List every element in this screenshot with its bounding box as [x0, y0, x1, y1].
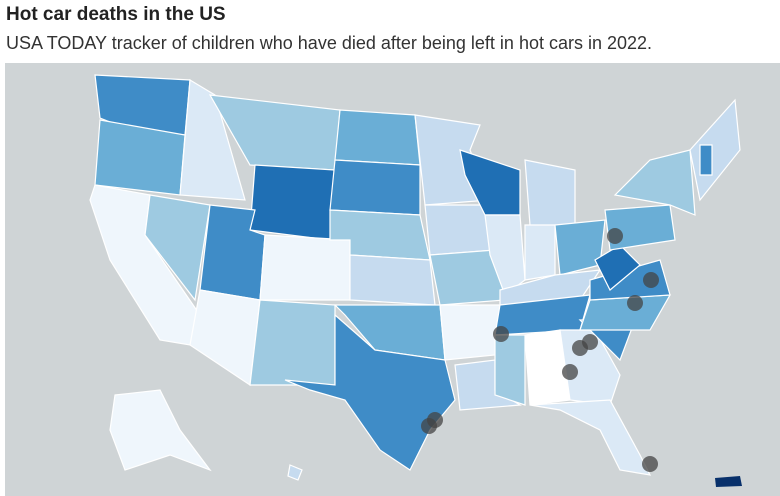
incident-dot: [607, 228, 623, 244]
incident-dot: [642, 456, 658, 472]
state: [613, 149, 696, 216]
state: [284, 313, 456, 471]
state: [494, 334, 526, 406]
incident-dot: [627, 295, 643, 311]
state: [249, 299, 336, 386]
state: [179, 78, 246, 201]
state: [349, 254, 436, 306]
incident-dot: [643, 272, 659, 288]
territory: [715, 476, 742, 487]
state: [439, 304, 501, 361]
state: [529, 399, 652, 476]
incident-dot: [493, 326, 509, 342]
state: [329, 159, 421, 216]
state: [249, 164, 336, 241]
state: [699, 144, 713, 176]
state: [259, 234, 351, 301]
incidents: [421, 228, 659, 472]
title: Hot car deaths in the US: [6, 4, 226, 25]
subtitle: USA TODAY tracker of children who have d…: [6, 33, 653, 53]
state: [109, 389, 212, 472]
states: [89, 74, 742, 487]
state: [287, 464, 303, 481]
state: [144, 194, 211, 302]
incident-dot: [421, 418, 437, 434]
state: [524, 224, 556, 281]
state: [334, 109, 421, 166]
state: [524, 159, 576, 231]
incident-dot: [582, 334, 598, 350]
incident-dot: [562, 364, 578, 380]
